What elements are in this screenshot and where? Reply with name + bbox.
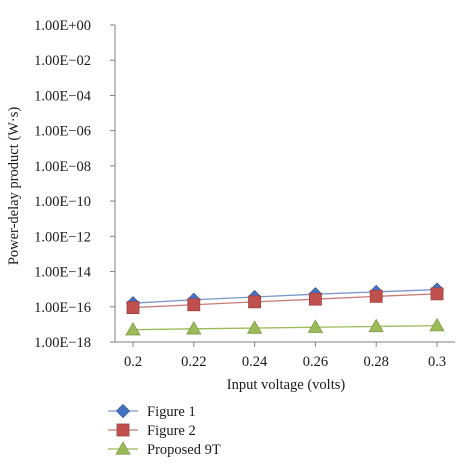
data-point (248, 295, 262, 309)
legend-label: Figure 1 (147, 404, 196, 420)
data-point (246, 320, 263, 334)
y-tick-label: 1.00E−14 (34, 265, 92, 281)
data-point (126, 301, 140, 314)
y-tick-label: 1.00E−02 (34, 53, 91, 69)
legend-marker (115, 403, 131, 419)
y-tick-label: 1.00E−10 (34, 194, 91, 210)
legend-marker (116, 423, 130, 437)
legend-label: Figure 2 (147, 423, 196, 439)
x-axis-title: Input voltage (volts) (227, 377, 346, 393)
y-axis-title: Power-delay product (W·s) (6, 107, 22, 266)
x-tick-label: 0.22 (181, 354, 206, 370)
data-point (187, 298, 201, 312)
series-line-2 (132, 293, 438, 309)
series-markers (125, 282, 445, 336)
y-tick-label: 1.00E−16 (34, 300, 91, 316)
series-lines (132, 288, 438, 331)
y-tick-label: 1.00E−06 (34, 124, 91, 140)
y-tick-label: 1.00E−04 (34, 88, 92, 104)
data-point (369, 289, 383, 303)
legend-marker (115, 441, 131, 455)
x-tick-label: 0.26 (303, 354, 328, 370)
x-tick-label: 0.2 (124, 354, 142, 370)
y-tick-label: 1.00E+00 (34, 18, 91, 34)
x-tick-label: 0.3 (428, 354, 446, 370)
data-point (368, 318, 384, 333)
data-point (308, 292, 322, 306)
data-point (186, 321, 202, 335)
y-tick-label: 1.00E−18 (34, 335, 91, 351)
y-tick-label: 1.00E−08 (34, 159, 91, 175)
series-line-3 (132, 324, 438, 331)
data-point (429, 317, 445, 332)
axes (114, 25, 455, 343)
data-point (125, 321, 141, 336)
data-point (430, 287, 444, 301)
legend-label: Proposed 9T (147, 442, 221, 458)
y-tick-labels: 1.00E+00 1.00E−02 1.00E−04 1.00E−06 1.00E−08… (34, 18, 115, 351)
x-tick-label: 0.28 (364, 354, 389, 370)
x-tick-label: 0.24 (242, 354, 268, 370)
series-line-1 (132, 288, 438, 304)
x-tick-labels: 0.2 0.22 0.24 0.26 0.28 0.3 (124, 342, 446, 370)
y-tick-label: 1.00E−12 (34, 229, 91, 245)
legend: Figure 1 Figure 2 Proposed 9T (108, 403, 221, 458)
data-point (307, 319, 324, 333)
